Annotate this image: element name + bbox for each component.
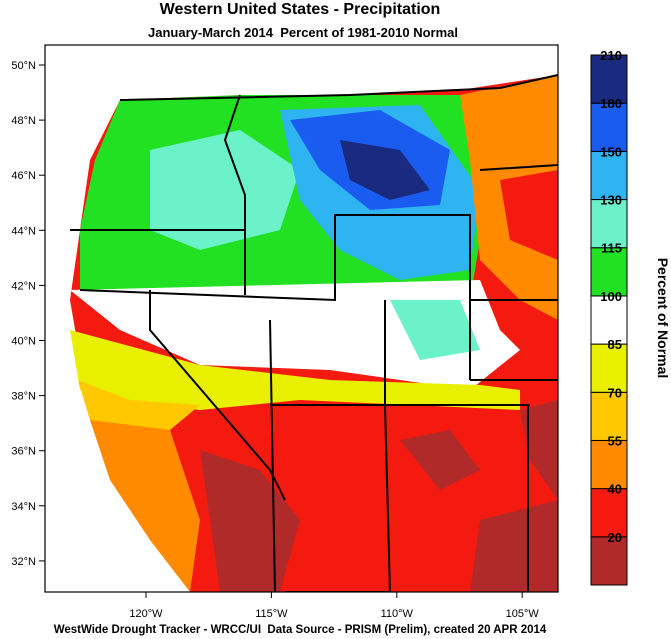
lon-label: 120°W (129, 608, 163, 620)
lon-label: 110°W (381, 608, 414, 620)
colorbar-box (590, 536, 628, 586)
subtitle: January-March 2014 Percent of 1981-2010 … (148, 25, 458, 40)
colorbar-label: 210 (600, 48, 622, 63)
map-frame (44, 44, 559, 593)
lat-label: 40°N (11, 336, 36, 348)
colorbar-label: 150 (600, 144, 622, 159)
lat-label: 46°N (11, 170, 36, 182)
lat-label: 32°N (11, 556, 36, 568)
colorbar-label: 20 (608, 530, 622, 545)
colorbar-label: 85 (608, 337, 622, 352)
lon-label: 105°W (506, 608, 540, 620)
colorbar-label: 55 (608, 433, 622, 448)
map-fill (45, 45, 558, 592)
lat-label: 42°N (11, 280, 36, 292)
colorbar-label: 100 (600, 289, 622, 304)
colorbar-label: 115 (601, 241, 622, 256)
lon-labels: 120°W 115°W 110°W 105°W (129, 592, 539, 620)
colorbar-box (590, 247, 628, 297)
colorbar-label: 40 (608, 482, 622, 497)
colorbar-box (590, 488, 628, 538)
title: Western United States - Precipitation (160, 1, 441, 18)
colorbar-box (590, 102, 628, 152)
colorbar-title: Percent of Normal (655, 258, 671, 379)
colorbar-box (590, 150, 628, 201)
colorbar-box (590, 54, 628, 104)
lat-label: 50°N (11, 60, 36, 72)
colorbar-label: 130 (600, 193, 622, 208)
lat-label: 48°N (11, 115, 36, 127)
colorbar-label: 70 (608, 385, 622, 400)
lat-label: 34°N (11, 501, 36, 513)
footer: WestWide Drought Tracker - WRCC/UI Data … (54, 624, 547, 636)
lon-label: 115°W (255, 608, 288, 620)
colorbar: 20 40 55 70 85 100 115 130 150 180 210 (590, 48, 628, 586)
colorbar-label: 180 (600, 96, 622, 111)
lat-label: 38°N (11, 391, 36, 403)
lat-label: 44°N (11, 225, 36, 237)
colorbar-box (590, 199, 628, 249)
lat-labels: 50°N 48°N 46°N 44°N 42°N 40°N 38°N 36°N 34°N 32°N (11, 60, 45, 568)
colorbar-box (590, 295, 628, 345)
colorbar-box (590, 391, 628, 441)
lat-label: 36°N (11, 446, 36, 458)
